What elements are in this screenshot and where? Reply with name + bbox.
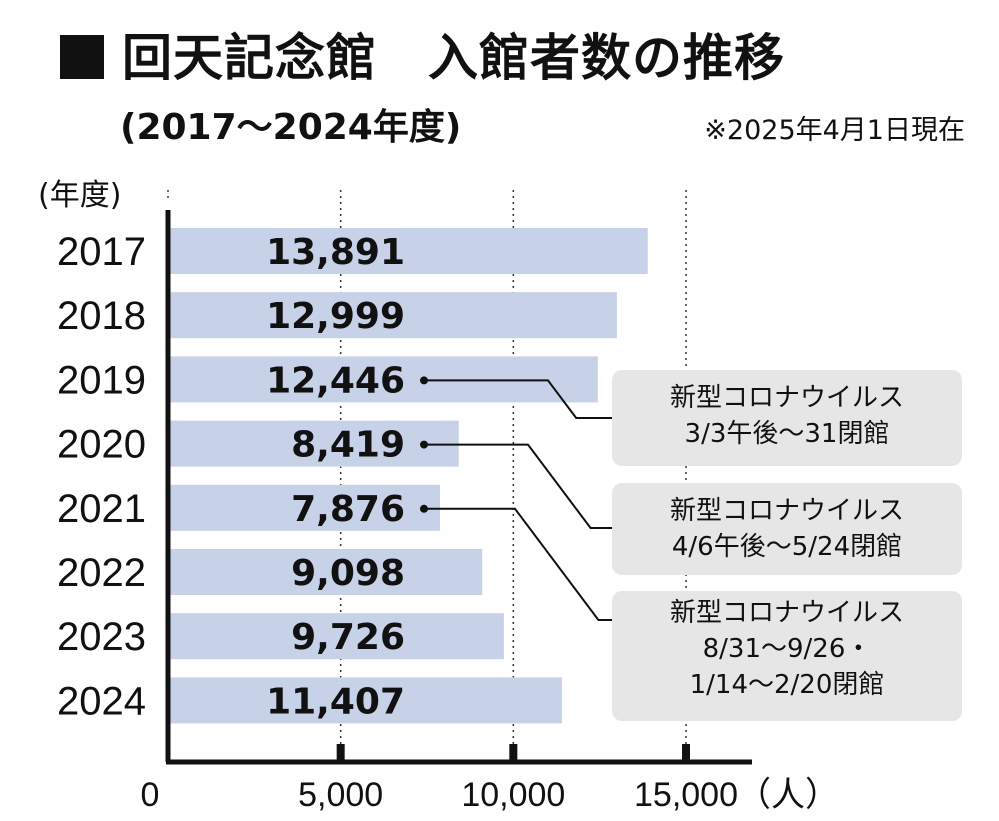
chart-title-text: 回天記念館 入館者数の推移	[122, 29, 785, 87]
bar	[168, 549, 483, 595]
callout-leader-line	[424, 379, 612, 419]
title-square-icon	[60, 35, 104, 79]
bar	[168, 484, 440, 531]
callout-box: 新型コロナウイルス 4/6午後～5/24閉館	[612, 483, 962, 575]
bar	[168, 420, 459, 467]
data-label: 8,419	[291, 425, 405, 466]
y-tick-label: 2018	[57, 294, 146, 338]
y-tick-label: 2021	[57, 487, 146, 531]
chart-subtitle: (2017～2024年度)	[120, 107, 462, 148]
callout-text-line: 3/3午後～31閉館	[684, 419, 890, 449]
chart-title: 回天記念館 入館者数の推移	[60, 18, 785, 90]
data-label: 12,446	[266, 360, 405, 401]
data-label: 9,726	[291, 617, 405, 658]
y-tick-label: 2017	[57, 230, 146, 274]
bar	[168, 613, 504, 660]
y-tick-label: 2022	[57, 551, 146, 595]
callout-text-line: 新型コロナウイルス	[669, 598, 904, 628]
bar	[168, 677, 562, 724]
x-tick-label: 0	[141, 776, 160, 814]
x-tick-label: 5,000	[298, 776, 383, 814]
callout-leader-line	[424, 507, 612, 621]
y-tick-label: 2024	[57, 679, 146, 723]
callout-text-line: 1/14～2/20閉館	[689, 670, 885, 700]
data-label: 12,999	[266, 296, 405, 337]
data-label: 13,891	[266, 232, 405, 273]
as-of-note: ※2025年4月1日現在	[704, 115, 965, 146]
data-label: 11,407	[266, 681, 405, 722]
callout-text-line: 4/6午後～5/24閉館	[671, 532, 903, 562]
bar	[168, 228, 648, 274]
callout-leader-line	[424, 443, 612, 529]
data-label: 7,876	[291, 489, 405, 530]
x-axis-label: （人）	[737, 776, 839, 814]
x-tick-mark	[336, 744, 345, 762]
bar	[168, 292, 617, 339]
x-tick-mark	[682, 744, 690, 762]
x-tick-label: 10,000	[461, 776, 565, 814]
y-tick-label: 2020	[57, 423, 146, 467]
y-tick-label: 2023	[57, 615, 146, 659]
callout-box: 新型コロナウイルス 3/3午後～31閉館	[612, 370, 962, 466]
data-label: 9,098	[291, 553, 405, 594]
x-tick-label: 15,000	[634, 776, 738, 814]
y-axis-unit-label: (年度)	[38, 178, 122, 213]
x-tick-mark	[509, 744, 518, 762]
callout-text-line: 新型コロナウイルス	[669, 496, 904, 526]
y-tick-label: 2019	[57, 358, 146, 402]
callout-text-line: 新型コロナウイルス	[669, 383, 904, 413]
callout-text-line: 8/31～9/26・	[702, 634, 872, 664]
callout-box: 新型コロナウイルス 8/31～9/26・ 1/14～2/20閉館	[612, 591, 962, 721]
